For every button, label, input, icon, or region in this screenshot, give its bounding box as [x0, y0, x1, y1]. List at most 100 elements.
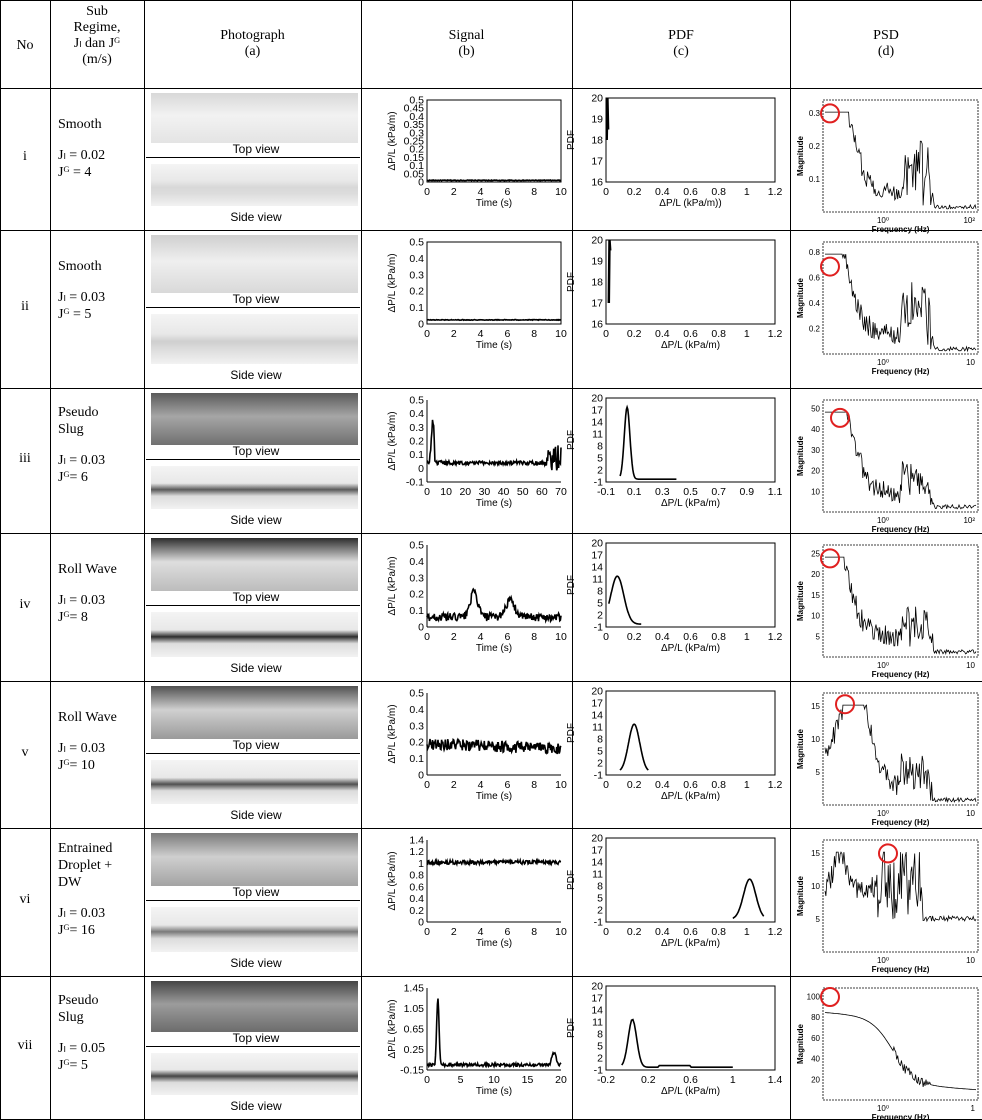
plot-frame [822, 987, 979, 1101]
x-tick-label: 15 [522, 1074, 534, 1086]
pdf-curve [621, 1018, 733, 1068]
pdf-curve [732, 878, 765, 919]
x-tick-label: 0.9 [740, 486, 755, 498]
y-tick-label: -0.1 [406, 477, 424, 489]
y-axis-label: PDF [566, 1018, 577, 1038]
x-tick-label: 0.1 [627, 486, 642, 498]
header-psd: PSD (d) [790, 28, 982, 60]
jl-value: Jₗ = 0.03 [58, 593, 106, 608]
photo-divider [146, 900, 360, 901]
x-tick-label: 1.2 [768, 779, 783, 791]
x-tick-label: 10² [963, 516, 975, 525]
regime-name: DW [58, 875, 82, 890]
header-regime: Sub Regime, Jₗ dan Jᴳ (m/s) [50, 4, 144, 68]
psd-spectrum [825, 556, 977, 656]
y-tick-label: 8 [597, 586, 603, 598]
photograph-pair: Top view Side view [146, 88, 360, 230]
photo-divider [146, 753, 360, 754]
x-tick-label: 8 [531, 328, 537, 340]
header-regime-line: (m/s) [82, 52, 112, 67]
plot-frame [605, 690, 776, 776]
jl-value: Jₗ = 0.03 [58, 453, 106, 468]
x-tick-label: 10 [440, 486, 452, 498]
y-tick-label: 0.5 [409, 395, 424, 407]
y-tick-label: 10 [811, 487, 820, 496]
regime-cell: Pseudo Slug Jₗ = 0.05 Jᴳ= 5 [58, 992, 138, 1074]
x-tick-label: 4 [478, 186, 484, 198]
x-axis-label: Time (s) [476, 1086, 512, 1097]
top-view-photo [151, 686, 358, 739]
y-tick-label: 17 [591, 993, 603, 1005]
x-tick-label: -0.1 [597, 486, 615, 498]
side-view-photo [151, 466, 358, 509]
pdf-curve [619, 723, 649, 771]
header-signal-sub: (b) [458, 44, 475, 59]
regime-name: Roll Wave [58, 710, 117, 725]
y-tick-label: 11 [592, 869, 603, 881]
x-tick-label: 6 [504, 779, 510, 791]
regime-cell: Roll Wave Jₗ = 0.03 Jᴳ= 10 [58, 709, 138, 774]
y-tick-label: 0 [418, 319, 424, 331]
x-tick-label: 6 [504, 186, 510, 198]
y-tick-label: 20 [591, 981, 603, 993]
x-tick-label: 1.2 [768, 186, 783, 198]
y-tick-label: 20 [811, 1075, 820, 1084]
x-tick-label: 1 [730, 1074, 736, 1086]
side-view-photo [151, 314, 358, 364]
top-view-caption: Top view [232, 1031, 280, 1045]
y-tick-label: 14 [591, 710, 603, 722]
plot-frame [605, 837, 776, 923]
x-tick-label: 0.6 [683, 631, 698, 643]
signal-line [426, 857, 562, 867]
plot-frame [605, 97, 776, 183]
y-tick-label: 5 [597, 453, 603, 465]
signal-line [426, 737, 562, 755]
x-tick-label: 0 [603, 631, 609, 643]
y-tick-label: 14 [591, 1005, 603, 1017]
x-tick-label: 1 [744, 328, 750, 340]
peak-marker [830, 407, 850, 428]
photo-divider [146, 307, 360, 308]
y-tick-label: 0.25 [404, 1044, 425, 1056]
y-axis-label: ΔP/L (kPa/m) [387, 111, 398, 170]
x-tick-label: 0 [424, 1074, 430, 1086]
jg-value: Jᴳ= 5 [58, 1058, 88, 1073]
y-tick-label: 0.5 [409, 95, 424, 107]
y-tick-label: 5 [816, 632, 821, 641]
row-divider [0, 533, 982, 534]
header-regime-line: Regime, [73, 20, 121, 35]
x-tick-label: 0.8 [711, 779, 726, 791]
x-tick-label: 60 [536, 486, 548, 498]
plot-frame [605, 239, 776, 325]
psd-spectrum [824, 851, 977, 923]
x-axis-label: ΔP/L (kPa/m)) [659, 198, 721, 209]
y-tick-label: 0.5 [409, 540, 424, 552]
x-tick-label: 10 [488, 1074, 500, 1086]
y-axis-label: Magnitude [796, 135, 805, 176]
plot-frame [822, 241, 979, 355]
col-divider [144, 0, 145, 1120]
x-tick-label: 0.4 [655, 631, 670, 643]
y-tick-label: 1 [418, 858, 424, 870]
side-view-photo [151, 612, 358, 657]
x-tick-label: 10 [555, 631, 567, 643]
y-axis-label: PDF [566, 575, 577, 595]
x-axis-label: Time (s) [476, 791, 512, 802]
y-tick-label: 1.2 [409, 846, 424, 858]
side-view-caption: Side view [230, 1099, 282, 1113]
x-tick-label: 10 [555, 328, 567, 340]
y-tick-label: -1 [594, 1065, 603, 1077]
col-divider [0, 0, 1, 1120]
x-tick-label: 4 [478, 631, 484, 643]
x-tick-label: 0.4 [655, 328, 670, 340]
x-tick-label: 1.2 [768, 328, 783, 340]
y-tick-label: 0.1 [809, 175, 821, 184]
header-pdf-sub: (c) [673, 44, 689, 59]
header-no: No [16, 38, 34, 53]
plot-frame [605, 542, 776, 628]
y-tick-label: 17 [591, 156, 603, 168]
y-tick-label: 0.45 [404, 103, 425, 115]
y-tick-label: 0.4 [409, 704, 424, 716]
photograph-pair: Top view Side view [146, 976, 360, 1119]
